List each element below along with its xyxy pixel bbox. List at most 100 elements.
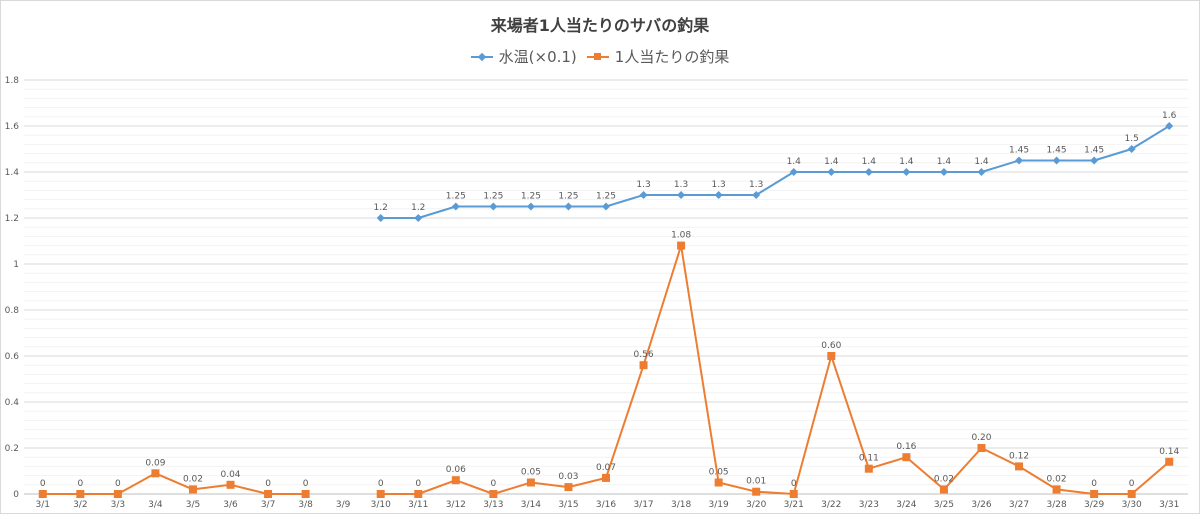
y-tick-label: 0.6 — [5, 352, 20, 362]
data-label: 1.25 — [596, 192, 616, 202]
data-label: 1.4 — [937, 157, 952, 167]
square-marker-icon — [38, 490, 47, 498]
data-label: 1.45 — [1084, 146, 1104, 156]
data-label: 1.4 — [899, 157, 914, 167]
square-marker-icon — [714, 478, 723, 487]
square-marker-icon — [1090, 490, 1099, 498]
square-marker-icon — [526, 478, 535, 487]
diamond-marker-icon — [902, 168, 911, 176]
square-marker-icon — [977, 444, 986, 452]
square-marker-icon — [752, 487, 761, 496]
data-label: 0 — [265, 479, 271, 489]
data-label: 0 — [1129, 479, 1135, 489]
data-label: 0.11 — [859, 454, 879, 464]
data-label: 1.4 — [787, 157, 802, 167]
data-label: 0 — [791, 479, 797, 489]
data-label: 1.25 — [446, 192, 466, 202]
y-tick-label: 0 — [13, 490, 19, 500]
data-label: 1.4 — [824, 157, 839, 167]
data-label: 1.4 — [974, 157, 989, 167]
x-tick-label: 3/1 — [36, 500, 50, 510]
square-marker-icon — [489, 490, 498, 498]
square-marker-icon — [264, 490, 273, 498]
diamond-marker-icon — [939, 168, 948, 176]
x-tick-label: 3/20 — [746, 500, 766, 510]
x-tick-label: 3/31 — [1159, 500, 1179, 510]
data-label: 0.01 — [746, 477, 766, 487]
data-label: 0.09 — [145, 458, 165, 468]
data-label: 0.07 — [596, 463, 616, 473]
data-label: 0 — [77, 479, 83, 489]
data-label: 0.56 — [634, 350, 654, 360]
x-tick-label: 3/26 — [971, 500, 991, 510]
diamond-marker-icon — [1015, 156, 1024, 165]
y-tick-label: 1.6 — [5, 122, 20, 132]
y-tick-label: 0.4 — [5, 398, 20, 408]
x-tick-label: 3/16 — [596, 500, 616, 510]
diamond-marker-icon — [376, 214, 385, 222]
x-tick-label: 3/27 — [1009, 500, 1029, 510]
data-label: 0.02 — [183, 474, 203, 484]
x-tick-label: 3/28 — [1046, 500, 1066, 510]
square-marker-icon — [939, 485, 948, 494]
square-marker-icon — [76, 490, 85, 498]
data-label: 0.03 — [558, 472, 578, 482]
x-tick-label: 3/7 — [261, 500, 275, 510]
x-tick-label: 3/8 — [298, 500, 313, 510]
square-marker-icon — [451, 476, 460, 485]
data-label: 1.3 — [749, 180, 763, 190]
y-tick-label: 0.8 — [5, 306, 20, 316]
chart-title: 来場者1人当たりのサバの釣果 — [490, 16, 710, 35]
square-marker-icon — [151, 469, 160, 478]
data-label: 1.6 — [1162, 111, 1177, 121]
square-marker-icon — [1127, 490, 1136, 498]
square-marker-icon — [586, 51, 609, 63]
data-label: 0.02 — [934, 474, 954, 484]
diamond-marker-icon — [602, 202, 610, 211]
data-label: 0 — [415, 479, 421, 489]
diamond-marker-icon — [752, 191, 761, 199]
data-label: 0.05 — [521, 468, 541, 478]
x-tick-label: 3/14 — [521, 500, 541, 510]
diamond-marker-icon — [564, 202, 573, 211]
square-marker-icon — [789, 490, 798, 498]
square-marker-icon — [639, 361, 648, 370]
x-tick-label: 3/17 — [633, 500, 653, 510]
square-marker-icon — [113, 490, 122, 498]
square-marker-icon — [226, 480, 235, 489]
diamond-marker-icon — [977, 168, 986, 176]
diamond-marker-icon — [1052, 156, 1061, 165]
diamond-marker-icon — [714, 191, 723, 199]
legend-item-water-temp: 水温(×0.1) — [470, 46, 577, 67]
data-label: 0 — [1091, 479, 1097, 489]
x-tick-label: 3/2 — [73, 500, 87, 510]
data-label: 0.06 — [446, 465, 466, 475]
data-label: 1.5 — [1125, 134, 1139, 144]
square-marker-icon — [827, 352, 836, 360]
data-label: 1.3 — [711, 180, 725, 190]
y-tick-label: 1.4 — [5, 168, 20, 178]
square-marker-icon — [376, 490, 385, 498]
legend: 水温(×0.1) 1人当たりの釣果 — [0, 46, 1200, 67]
square-marker-icon — [1015, 462, 1024, 471]
x-tick-label: 3/22 — [821, 500, 841, 510]
square-marker-icon — [1052, 485, 1061, 494]
diamond-marker-icon — [489, 202, 498, 211]
x-tick-label: 3/23 — [859, 500, 879, 510]
x-tick-label: 3/15 — [558, 500, 578, 510]
square-marker-icon — [864, 464, 873, 473]
diamond-marker-icon — [639, 191, 648, 199]
series-catch-per-person: 0 0 0 0.09 0.02 0.04 0 0 0 0 0.06 0 0.05 0.03 0.07 0.56… — [38, 231, 1180, 498]
data-label: 0.12 — [1009, 451, 1029, 461]
data-label: 1.08 — [671, 231, 691, 241]
x-tick-label: 3/12 — [446, 500, 466, 510]
data-label: 0 — [303, 479, 309, 489]
y-tick-label: 0.2 — [5, 444, 19, 454]
x-tick-label: 3/30 — [1122, 500, 1142, 510]
data-label: 1.45 — [1047, 146, 1067, 156]
data-label: 0.20 — [971, 433, 991, 443]
y-tick-label: 1.8 — [5, 76, 20, 86]
diamond-marker-icon — [789, 168, 798, 176]
data-label: 0.14 — [1159, 447, 1179, 457]
